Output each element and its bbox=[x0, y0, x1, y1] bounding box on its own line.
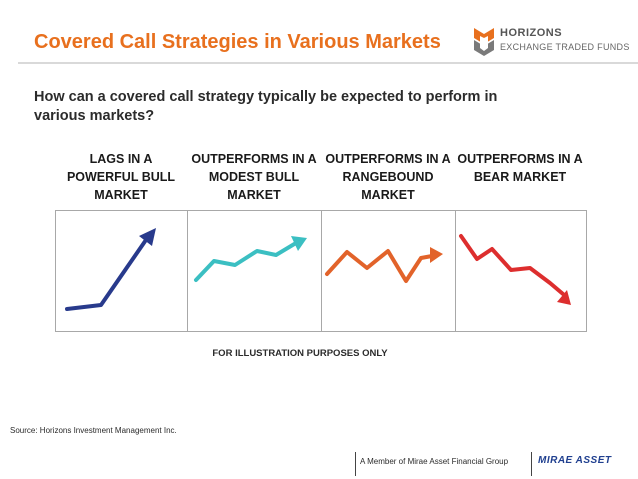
logo-name: HORIZONS bbox=[500, 27, 563, 39]
rangebound-line bbox=[325, 247, 443, 283]
modest-bull-line bbox=[194, 236, 307, 282]
scenario-heading-modest-bull: OUTPERFORMS IN A MODEST BULL MARKET bbox=[191, 152, 317, 202]
powerful-bull-line bbox=[65, 228, 156, 311]
title-rule bbox=[18, 62, 638, 64]
scenario-heading-powerful-bull: LAGS IN A POWERFUL BULL MARKET bbox=[66, 152, 176, 202]
page-title: Covered Call Strategies in Various Marke… bbox=[34, 31, 441, 53]
bear-line bbox=[459, 234, 571, 305]
arrow-head-icon bbox=[557, 290, 571, 305]
panel-divider bbox=[187, 210, 188, 331]
footer-member-text: A Member of Mirae Asset Financial Group bbox=[360, 457, 509, 466]
horizons-logo bbox=[474, 28, 494, 56]
scenario-heading-rangebound: OUTPERFORMS IN A RANGEBOUND MARKET bbox=[325, 152, 451, 202]
horizons-emblem-icon bbox=[474, 28, 494, 56]
footer-divider bbox=[355, 452, 356, 476]
panel-divider bbox=[455, 210, 456, 331]
footer-divider bbox=[531, 452, 532, 476]
arrow-head-icon bbox=[430, 247, 443, 263]
subtitle: How can a covered call strategy typicall… bbox=[34, 89, 498, 124]
panel-divider bbox=[321, 210, 322, 331]
source-note: Source: Horizons Investment Management I… bbox=[10, 426, 177, 435]
scenario-heading-bear: OUTPERFORMS IN A BEAR MARKET bbox=[457, 152, 583, 184]
arrow-head-icon bbox=[139, 228, 156, 246]
illustration-note: FOR ILLUSTRATION PURPOSES ONLY bbox=[212, 348, 388, 359]
mirae-asset-logo: MIRAE ASSET bbox=[538, 455, 612, 466]
logo-subtitle: EXCHANGE TRADED FUNDS bbox=[500, 42, 630, 52]
arrow-head-icon bbox=[291, 236, 307, 251]
